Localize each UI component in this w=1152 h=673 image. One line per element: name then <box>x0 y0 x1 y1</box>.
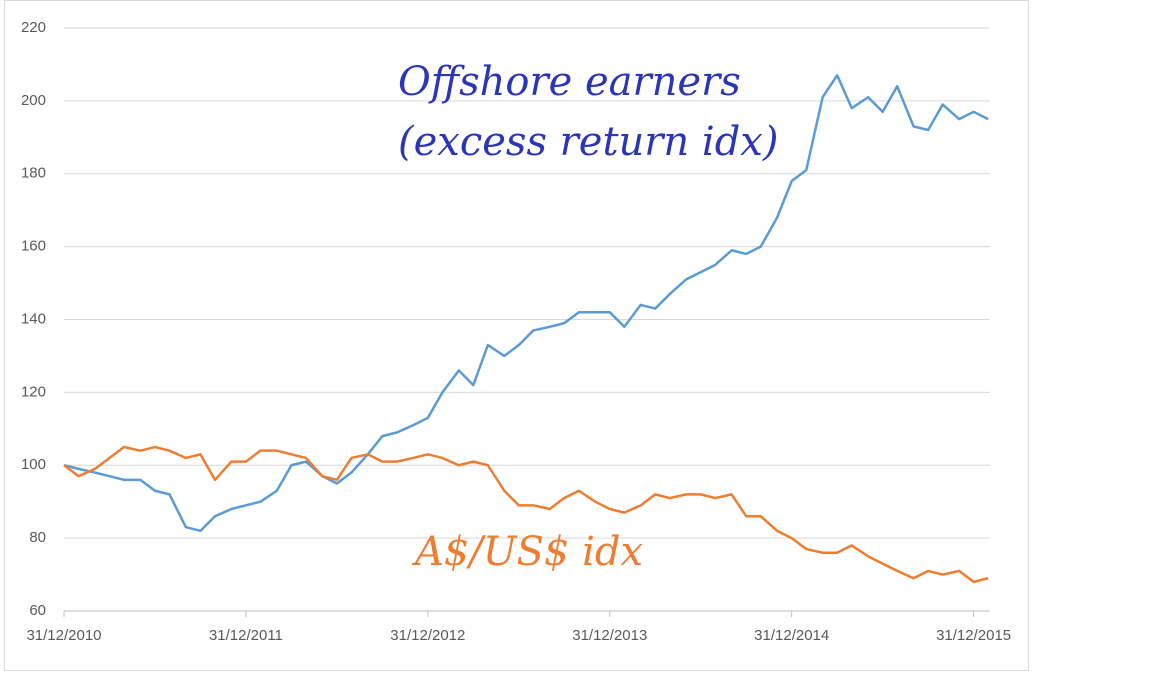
y-tick-label: 60 <box>29 602 46 619</box>
annotation: Offshore earners <box>398 59 741 105</box>
y-tick-label: 100 <box>21 456 46 473</box>
x-tick-label: 31/12/2011 <box>209 627 283 644</box>
x-tick-label: 31/12/2015 <box>936 627 1011 644</box>
x-tick-label: 31/12/2010 <box>26 627 101 644</box>
annotation: A$/US$ idx <box>411 529 643 575</box>
chart-frame <box>4 0 1029 671</box>
y-tick-label: 180 <box>21 165 46 182</box>
y-tick-label: 80 <box>29 529 46 546</box>
y-tick-label: 200 <box>21 92 46 109</box>
y-tick-label: 220 <box>21 19 46 36</box>
y-tick-label: 120 <box>21 383 46 400</box>
annotation: (excess return idx) <box>398 119 778 165</box>
x-tick-label: 31/12/2012 <box>390 627 465 644</box>
series-line <box>63 445 989 584</box>
x-tick-label: 31/12/2014 <box>754 627 829 644</box>
x-tick-label: 31/12/2013 <box>572 627 647 644</box>
y-tick-label: 160 <box>21 238 46 255</box>
y-tick-label: 140 <box>21 310 46 327</box>
series-line <box>63 74 989 533</box>
